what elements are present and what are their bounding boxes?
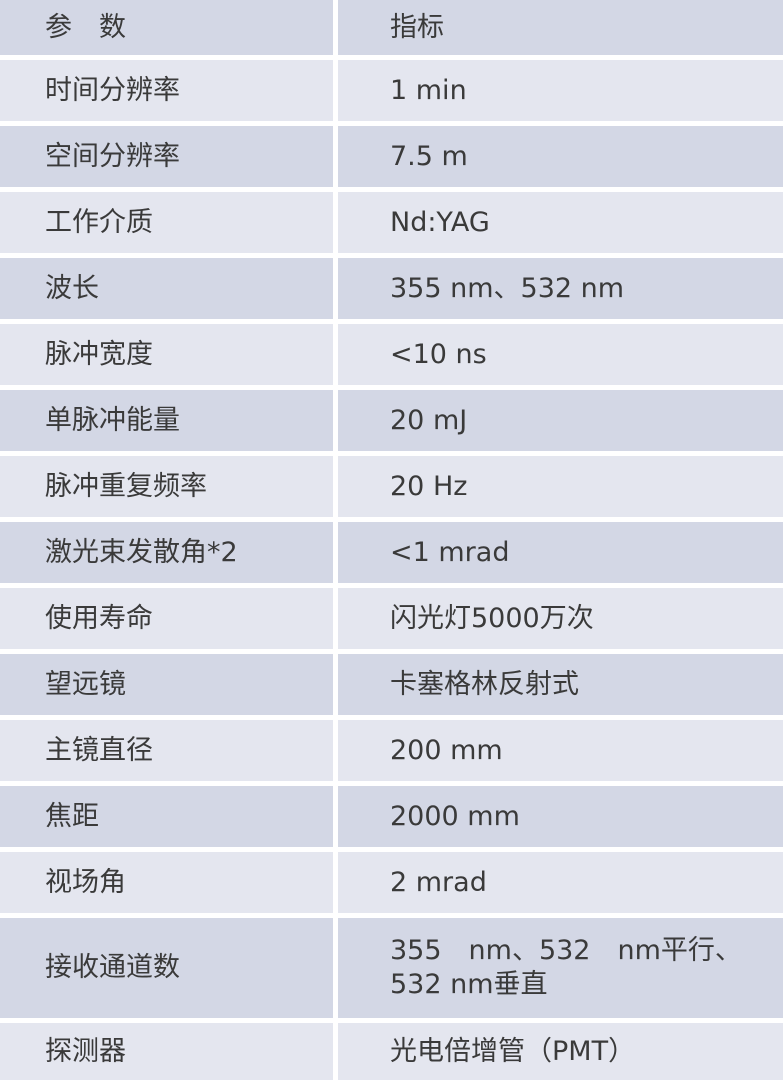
param-cell: 时间分辨率 xyxy=(0,60,333,121)
param-cell: 望远镜 xyxy=(0,654,333,715)
value-cell: 355 nm、532 nm平行、532 nm垂直 xyxy=(338,918,783,1018)
table-row: 望远镜 卡塞格林反射式 xyxy=(0,654,783,715)
table-row: 使用寿命 闪光灯5000万次 xyxy=(0,588,783,649)
value-cell: 1 min xyxy=(338,60,783,121)
param-cell: 激光束发散角*2 xyxy=(0,522,333,583)
value-cell: 2000 mm xyxy=(338,786,783,847)
param-cell: 使用寿命 xyxy=(0,588,333,649)
value-cell: 7.5 m xyxy=(338,126,783,187)
param-cell: 波长 xyxy=(0,258,333,319)
value-cell: 2 mrad xyxy=(338,852,783,913)
param-cell: 工作介质 xyxy=(0,192,333,253)
table-row: 单脉冲能量 20 mJ xyxy=(0,390,783,451)
param-cell: 探测器 xyxy=(0,1023,333,1080)
table-row: 视场角 2 mrad xyxy=(0,852,783,913)
table-row: 主镜直径 200 mm xyxy=(0,720,783,781)
value-cell: 闪光灯5000万次 xyxy=(338,588,783,649)
table-row: 时间分辨率 1 min xyxy=(0,60,783,121)
table-row: 波长 355 nm、532 nm xyxy=(0,258,783,319)
value-cell: Nd:YAG xyxy=(338,192,783,253)
value-cell: <10 ns xyxy=(338,324,783,385)
value-cell: 20 Hz xyxy=(338,456,783,517)
value-cell: <1 mrad xyxy=(338,522,783,583)
table-row: 接收通道数 355 nm、532 nm平行、532 nm垂直 xyxy=(0,918,783,1018)
value-cell: 光电倍增管（PMT） xyxy=(338,1023,783,1080)
value-cell: 355 nm、532 nm xyxy=(338,258,783,319)
table-row: 脉冲宽度 <10 ns xyxy=(0,324,783,385)
table-header: 参 数 指标 xyxy=(0,0,783,55)
value-cell: 20 mJ xyxy=(338,390,783,451)
param-cell: 空间分辨率 xyxy=(0,126,333,187)
param-cell: 接收通道数 xyxy=(0,918,333,1018)
table-row: 工作介质 Nd:YAG xyxy=(0,192,783,253)
value-cell: 200 mm xyxy=(338,720,783,781)
table-row: 激光束发散角*2 <1 mrad xyxy=(0,522,783,583)
param-cell: 视场角 xyxy=(0,852,333,913)
param-cell: 主镜直径 xyxy=(0,720,333,781)
table-row: 空间分辨率 7.5 m xyxy=(0,126,783,187)
value-cell: 卡塞格林反射式 xyxy=(338,654,783,715)
param-cell: 单脉冲能量 xyxy=(0,390,333,451)
param-cell: 脉冲重复频率 xyxy=(0,456,333,517)
param-cell: 焦距 xyxy=(0,786,333,847)
param-cell: 脉冲宽度 xyxy=(0,324,333,385)
table-row: 焦距 2000 mm xyxy=(0,786,783,847)
table-row: 脉冲重复频率 20 Hz xyxy=(0,456,783,517)
table-row: 探测器 光电倍增管（PMT） xyxy=(0,1023,783,1080)
header-param: 参 数 xyxy=(0,0,333,55)
header-value: 指标 xyxy=(338,0,783,55)
